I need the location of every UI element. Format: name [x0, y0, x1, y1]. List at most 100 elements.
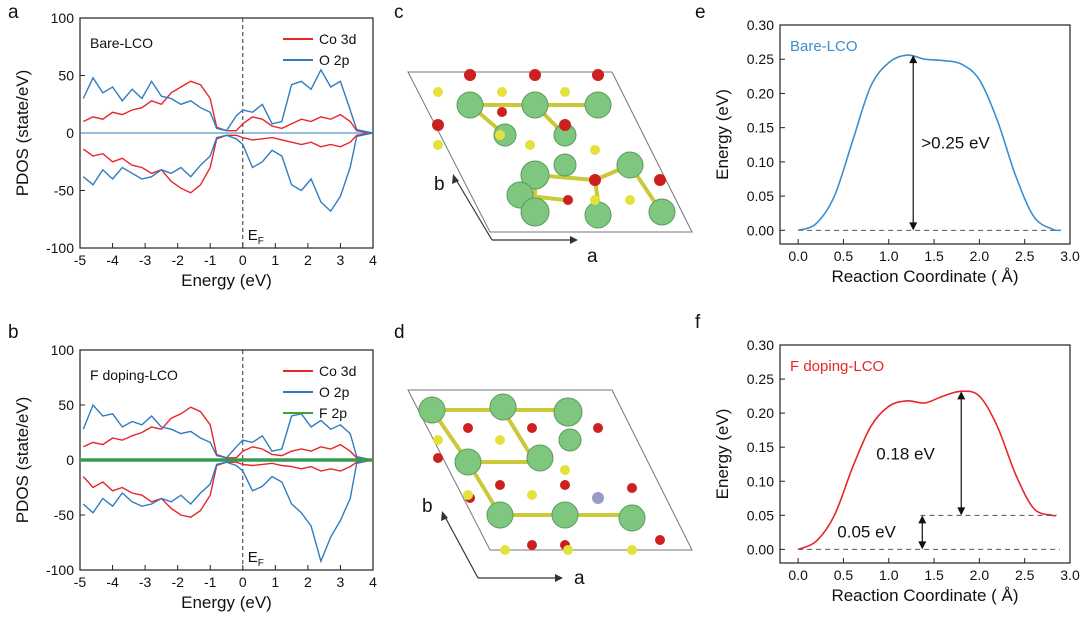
- x-tick-label: 1: [271, 252, 279, 268]
- x-axis-label: Energy (eV): [181, 593, 272, 612]
- x-tick-label: 0.0: [788, 567, 808, 583]
- x-tick-label: 1.0: [879, 567, 899, 583]
- y-tick-label: 0.15: [747, 439, 774, 455]
- x-tick-label: -3: [139, 252, 152, 268]
- y-tick-label: -100: [46, 562, 74, 578]
- x-tick-label: 1.5: [924, 567, 944, 583]
- panel-label-a: a: [8, 2, 19, 23]
- crystal-structure-bare: a b: [407, 69, 693, 267]
- y-tick-label: 0: [66, 452, 74, 468]
- x-tick-label: 3: [337, 252, 345, 268]
- series-line-co-3d-up: [83, 80, 374, 134]
- y-tick-label: 0.05: [747, 507, 774, 523]
- lattice-axis-b: b: [434, 174, 445, 195]
- crystal-structure-fdoped: a b: [407, 389, 693, 589]
- x-tick-label: 2.5: [1015, 248, 1035, 264]
- y-tick-label: -100: [46, 240, 74, 256]
- lattice-axis-a: a: [574, 568, 585, 589]
- series-line-o-2p-up: [82, 403, 374, 461]
- x-tick-label: 2.0: [970, 567, 990, 583]
- plot-annotation: F doping-LCO: [790, 358, 884, 375]
- legend-label: O 2p: [319, 384, 350, 400]
- y-tick-label: 0.05: [747, 188, 774, 204]
- plot-annotation: Bare-LCO: [790, 38, 858, 55]
- arrowhead: [441, 511, 448, 521]
- x-tick-label: 0.5: [834, 248, 854, 264]
- x-tick-label: -4: [106, 252, 119, 268]
- x-tick-label: -3: [139, 574, 152, 590]
- x-tick-label: -2: [171, 252, 184, 268]
- x-tick-label: 1.0: [879, 248, 899, 264]
- co-atoms: [418, 393, 646, 532]
- arrowhead: [909, 55, 918, 64]
- series-line-o-2p-up: [82, 68, 374, 134]
- y-axis-label: PDOS (state/eV): [13, 397, 32, 524]
- legend-label: O 2p: [319, 52, 350, 68]
- x-axis-label: Reaction Coordinate ( Å): [831, 586, 1018, 605]
- y-tick-label: 0.15: [747, 120, 774, 136]
- y-tick-label: 0.20: [747, 405, 774, 421]
- barrier-label: >0.25 eV: [921, 134, 990, 153]
- y-tick-label: 50: [58, 68, 74, 84]
- x-tick-label: 2.0: [970, 248, 990, 264]
- arrowhead: [909, 222, 918, 231]
- x-tick-label: -4: [106, 574, 119, 590]
- plot-annotation: Bare-LCO: [90, 35, 153, 51]
- x-tick-label: 0.0: [788, 248, 808, 264]
- energy-profile-fdoped: 0.0 0.5 1.0 1.5 2.0 2.5 3.0 0.00 0.05 0.10 0.15 0.2…: [713, 337, 1080, 605]
- lattice-axis-b: b: [422, 496, 433, 517]
- o-atoms: [432, 69, 666, 205]
- x-tick-label: 3.0: [1060, 567, 1080, 583]
- legend-label: Co 3d: [319, 31, 356, 47]
- x-tick-label: 3.0: [1060, 248, 1080, 264]
- series-line-co-3d-down: [82, 132, 374, 194]
- arrowhead: [957, 507, 966, 516]
- arrowhead: [452, 174, 459, 184]
- x-tick-label: 2: [304, 252, 312, 268]
- panel-label-b: b: [8, 322, 19, 343]
- fermi-level-label: EF: [248, 549, 264, 569]
- x-tick-label: 4: [369, 252, 377, 268]
- x-axis-label: Energy (eV): [181, 271, 272, 290]
- y-tick-label: 0.30: [747, 17, 774, 33]
- y-tick-label: 0.25: [747, 51, 774, 67]
- x-tick-label: -2: [171, 574, 184, 590]
- x-tick-label: 2: [304, 574, 312, 590]
- pdos-plot-fdoped: -5 -4 -3 -2 -1 0 1 2 3 4 -100 -50 0 50 100 Energy (eV) P…: [13, 342, 377, 612]
- f-dopant-atom: [592, 492, 604, 504]
- barrier-label: 0.18 eV: [876, 444, 935, 463]
- y-tick-label: 0.10: [747, 473, 774, 489]
- lattice-axis-a: a: [587, 246, 598, 267]
- x-tick-label: 0: [239, 574, 247, 590]
- y-axis-label: Energy (eV): [713, 409, 732, 500]
- series-line-o-2p-down: [82, 459, 374, 564]
- x-tick-label: 4: [369, 574, 377, 590]
- panel-label-c: c: [394, 2, 404, 23]
- energy-curve: [797, 390, 1057, 551]
- unit-cell-outline: [407, 389, 693, 551]
- plot-frame: [779, 344, 1071, 564]
- arrowhead: [570, 236, 578, 244]
- co-atoms: [456, 91, 676, 229]
- y-axis-label: PDOS (state/eV): [13, 70, 32, 197]
- y-tick-label: 0.30: [747, 337, 774, 353]
- lattice-b-arrow: [443, 514, 479, 579]
- y-tick-label: 0: [66, 125, 74, 141]
- y-tick-label: 100: [51, 342, 75, 358]
- y-tick-label: 0.25: [747, 371, 774, 387]
- x-tick-label: 0: [239, 252, 247, 268]
- li-atoms: [433, 87, 635, 205]
- y-tick-label: 0.00: [747, 541, 774, 557]
- x-tick-label: 1: [271, 574, 279, 590]
- panel-label-f: f: [695, 312, 701, 333]
- unit-cell-outline: [407, 71, 693, 233]
- panel-label-e: e: [695, 2, 706, 23]
- o-atoms: [433, 423, 665, 550]
- x-tick-label: 3: [337, 574, 345, 590]
- legend-label: Co 3d: [319, 363, 356, 379]
- y-axis-label: Energy (eV): [713, 89, 732, 180]
- energy-curve: [797, 54, 1062, 232]
- series-line-co-3d-down: [82, 459, 374, 518]
- arrowhead: [957, 391, 966, 400]
